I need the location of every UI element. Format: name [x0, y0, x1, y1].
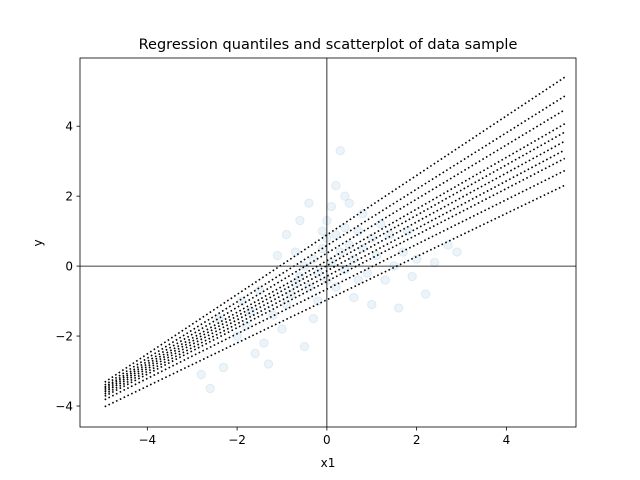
scatter-point: [358, 243, 368, 254]
scatter-point: [335, 247, 345, 257]
scatter-point: [349, 292, 359, 303]
scatter-point: [268, 310, 278, 320]
y-axis-label: y: [31, 239, 45, 246]
x-tick-label: −4: [138, 433, 156, 447]
quantile-lines: [104, 76, 566, 408]
scatter-point: [308, 313, 319, 324]
scatter-point: [308, 254, 319, 264]
chart-title: Regression quantiles and scatterplot of …: [139, 37, 518, 53]
scatter-point: [385, 229, 395, 240]
scatter-point: [398, 247, 408, 257]
scatter-point: [394, 303, 404, 313]
scatter-point: [358, 208, 368, 219]
scatter-point: [376, 219, 386, 229]
scatter-point: [429, 257, 440, 268]
x-tick-label: −2: [228, 433, 246, 447]
scatter-point: [353, 226, 363, 236]
quantile-line: [104, 149, 566, 395]
scatter-point: [335, 146, 345, 156]
quantile-line: [104, 123, 566, 390]
x-tick-label: 0: [323, 433, 331, 447]
scatter-point: [403, 226, 413, 236]
quantile-line: [104, 184, 566, 408]
scatter-point: [299, 341, 310, 352]
scatter-point: [290, 247, 301, 257]
plot-frame: [79, 57, 577, 428]
scatter-point: [331, 229, 341, 240]
scatter-point: [196, 369, 206, 380]
scatter-point: [295, 215, 305, 226]
x-axis-label: x1: [321, 456, 336, 470]
scatter-point: [371, 250, 381, 261]
scatter-point: [452, 247, 462, 257]
scatter-point: [205, 383, 215, 394]
scatter-point: [367, 299, 377, 310]
scatter-point: [331, 282, 341, 292]
axis-ticks: −4 −2 0 2 4 −4 −2 0 2 4: [55, 120, 510, 447]
scatter-point: [362, 268, 372, 278]
y-tick-label: 0: [65, 259, 73, 273]
scatter-point: [277, 324, 287, 334]
scatter-point: [250, 348, 260, 359]
scatter-point: [281, 229, 292, 240]
y-tick-label: −2: [55, 329, 73, 343]
scatter-point: [344, 198, 354, 208]
scatter-point: [259, 338, 269, 348]
scatter-point: [218, 362, 229, 373]
scatter-point: [353, 275, 363, 285]
y-tick-label: 2: [65, 189, 73, 203]
quantile-line: [104, 109, 566, 388]
scatter-point: [326, 257, 337, 268]
x-tick-label: 2: [413, 433, 421, 447]
quantile-line: [104, 169, 566, 401]
scatter-point: [286, 289, 296, 299]
scatter-point: [380, 275, 390, 285]
y-tick-label: 4: [65, 120, 73, 134]
scatter-point: [272, 250, 283, 261]
reference-lines: [80, 58, 576, 427]
scatter-point: [317, 226, 328, 236]
y-tick-label: −4: [55, 399, 73, 413]
scatter-point: [313, 296, 323, 306]
scatter-point: [331, 181, 341, 191]
scatter-point: [263, 359, 274, 369]
scatter-point: [326, 201, 337, 212]
scatter-point: [412, 254, 422, 264]
scatter-point: [420, 289, 431, 299]
scatter-point: [304, 198, 314, 208]
x-tick-label: 4: [503, 433, 511, 447]
scatter-point: [407, 271, 417, 282]
scatter-point: [340, 222, 350, 233]
scatter-point: [340, 191, 350, 201]
